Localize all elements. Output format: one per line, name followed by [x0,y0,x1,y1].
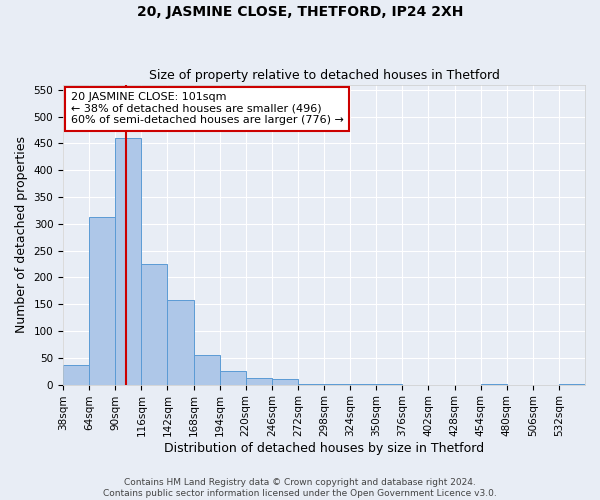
Bar [194,355,220,384]
Bar [63,365,89,384]
Bar [142,264,167,384]
Text: 20, JASMINE CLOSE, THETFORD, IP24 2XH: 20, JASMINE CLOSE, THETFORD, IP24 2XH [137,5,463,19]
Text: 20 JASMINE CLOSE: 101sqm
← 38% of detached houses are smaller (496)
60% of semi-: 20 JASMINE CLOSE: 101sqm ← 38% of detach… [71,92,344,126]
Bar [272,379,298,384]
Bar [115,138,142,384]
X-axis label: Distribution of detached houses by size in Thetford: Distribution of detached houses by size … [164,442,484,455]
Bar [89,218,115,384]
Title: Size of property relative to detached houses in Thetford: Size of property relative to detached ho… [149,69,499,82]
Text: Contains HM Land Registry data © Crown copyright and database right 2024.
Contai: Contains HM Land Registry data © Crown c… [103,478,497,498]
Bar [220,371,246,384]
Bar [246,378,272,384]
Bar [167,300,194,384]
Y-axis label: Number of detached properties: Number of detached properties [15,136,28,333]
